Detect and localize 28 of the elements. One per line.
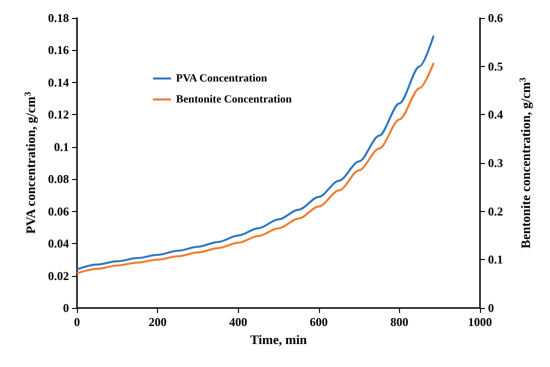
x-axis-title: Time, min — [250, 332, 308, 347]
y-tick-label: 0.1 — [54, 140, 69, 154]
y2-tick-label: 0.2 — [488, 204, 503, 218]
y-tick-label: 0 — [63, 301, 69, 315]
y2-tick-label: 0.4 — [488, 108, 503, 122]
y2-tick-label: 0.3 — [488, 156, 503, 170]
y-tick-label: 0.18 — [48, 11, 69, 25]
x-tick-label: 1000 — [468, 315, 492, 329]
legend-label: PVA Concentration — [176, 72, 268, 84]
y-tick-label: 0.16 — [48, 43, 69, 58]
y2-tick-label: 0.6 — [488, 11, 503, 25]
y-tick-label: 0.06 — [48, 204, 69, 218]
x-tick-label: 800 — [390, 315, 408, 329]
y2-tick-label: 0 — [488, 301, 494, 315]
y2-axis-title: Bentonite concentration, g/cm3 — [518, 77, 533, 248]
x-tick-label: 200 — [148, 315, 167, 329]
y-tick-label: 0.02 — [48, 268, 69, 283]
x-tick-label: 600 — [310, 315, 328, 329]
y-tick-label: 0.04 — [48, 236, 69, 251]
y2-tick-label: 0.5 — [488, 59, 503, 74]
y-tick-label: 0.12 — [48, 108, 69, 122]
y-tick-label: 0.08 — [48, 172, 69, 186]
x-tick-label: 0 — [74, 315, 80, 329]
y-tick-label: 0.14 — [48, 75, 69, 90]
y-axis-title: PVA concentration, g/cm3 — [22, 91, 38, 234]
y2-tick-label: 0.1 — [488, 252, 503, 267]
legend-label: Bentonite Concentration — [176, 94, 292, 106]
x-tick-label: 400 — [229, 315, 248, 329]
